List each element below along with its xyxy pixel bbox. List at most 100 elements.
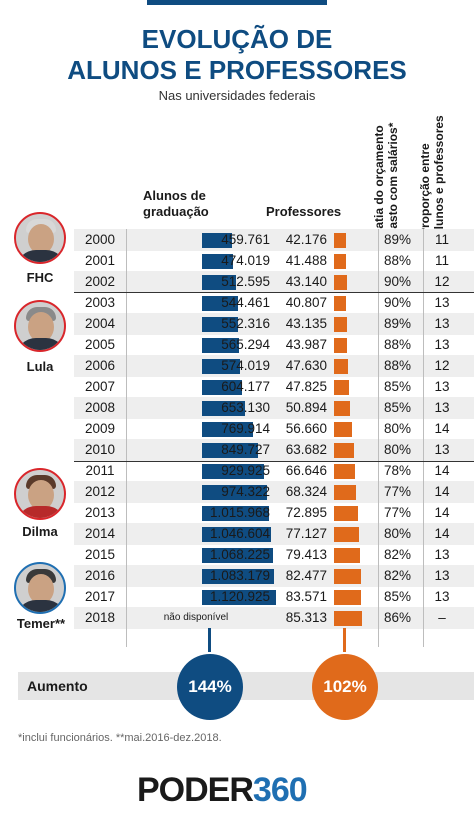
- teachers-bar: [334, 338, 347, 353]
- students-value: 512.595: [221, 274, 270, 289]
- teachers-bar: [334, 254, 346, 269]
- teachers-value: 47.825: [285, 379, 327, 394]
- students-value: 1.083.179: [209, 568, 270, 583]
- teachers-column-header: Professores: [266, 204, 342, 219]
- teachers-value: 40.807: [285, 295, 327, 310]
- ratio-column-header: Proporção entre alunos e professores: [418, 115, 446, 236]
- budget-share-value: 82%: [383, 568, 412, 583]
- teachers-bar: [334, 401, 350, 416]
- students-bar: [202, 401, 245, 416]
- column-divider: [126, 229, 127, 647]
- table-row: 2006 574.019 47.630 88% 12: [74, 355, 474, 377]
- year-cell: 2005: [84, 337, 116, 352]
- budget-share-value: 85%: [383, 400, 412, 415]
- year-cell: 2017: [84, 589, 116, 604]
- budget-share-value: 77%: [383, 505, 412, 520]
- table-row: 2017 1.120.925 83.571 85% 13: [74, 586, 474, 608]
- year-cell: 2014: [84, 526, 116, 541]
- teachers-bar: [334, 569, 361, 584]
- teachers-value: 72.895: [285, 505, 327, 520]
- year-cell: 2015: [84, 547, 116, 562]
- table-row: 2014 1.046.604 77.127 80% 14: [74, 523, 474, 545]
- budget-share-value: 85%: [383, 379, 412, 394]
- ratio-header-line-2: alunos e professores: [432, 115, 446, 236]
- students-value: 474.019: [221, 253, 270, 268]
- teachers-bar: [334, 317, 347, 332]
- teachers-value: 63.682: [285, 442, 327, 457]
- teachers-value: 42.176: [285, 232, 327, 247]
- year-cell: 2007: [84, 379, 116, 394]
- budget-share-value: 77%: [383, 484, 412, 499]
- students-bar: [202, 254, 233, 269]
- students-value: 604.177: [221, 379, 270, 394]
- students-value: 974.322: [221, 484, 270, 499]
- students-header-line-2: graduação: [143, 204, 209, 219]
- budget-header-line-1: Fatia do orçamento: [372, 125, 386, 236]
- ratio-value: 13: [434, 379, 450, 394]
- ratio-value: 13: [434, 568, 450, 583]
- table-row: 2015 1.068.225 79.413 82% 13: [74, 544, 474, 566]
- students-value: 1.068.225: [209, 547, 270, 562]
- budget-share-value: 88%: [383, 337, 412, 352]
- ratio-value: 13: [434, 442, 450, 457]
- teachers-value: 82.477: [285, 568, 327, 583]
- budget-header-line-2: gasto com salários*: [386, 122, 400, 236]
- teachers-bar: [334, 380, 349, 395]
- term-separator: [74, 461, 474, 462]
- table-row: 2012 974.322 68.324 77% 14: [74, 481, 474, 503]
- students-bar: [202, 422, 253, 437]
- budget-share-value: 88%: [383, 253, 412, 268]
- budget-share-value: 89%: [383, 232, 412, 247]
- logo-part-1: PODER: [137, 771, 254, 809]
- page-title: EVOLUÇÃO DE ALUNOS E PROFESSORES: [0, 24, 474, 86]
- teachers-value: 43.987: [285, 337, 327, 352]
- students-connector: [208, 628, 211, 652]
- table-row: 2005 565.294 43.987 88% 13: [74, 334, 474, 356]
- budget-column-header: Fatia do orçamento gasto com salários*: [372, 123, 400, 236]
- students-bar: [202, 590, 276, 605]
- students-bar: [202, 359, 240, 374]
- year-cell: 2003: [84, 295, 116, 310]
- students-value: 565.294: [221, 337, 270, 352]
- teachers-value: 50.894: [285, 400, 327, 415]
- president-portrait-icon: [14, 212, 66, 264]
- students-value: 653.130: [221, 400, 270, 415]
- teachers-bar: [334, 296, 346, 311]
- year-cell: 2018: [84, 610, 116, 625]
- table-row: 2004 552.316 43.135 89% 13: [74, 313, 474, 335]
- students-bar: [202, 548, 273, 563]
- ratio-value: 14: [434, 463, 450, 478]
- students-bar: [202, 569, 274, 584]
- footnote: *inclui funcionários. **mai.2016-dez.201…: [18, 732, 222, 744]
- table-row: 2000 459.761 42.176 89% 11: [74, 229, 474, 251]
- ratio-value: 13: [434, 337, 450, 352]
- table-row: 2016 1.083.179 82.477 82% 13: [74, 565, 474, 587]
- teachers-bar: [334, 233, 346, 248]
- teachers-value: 77.127: [285, 526, 327, 541]
- students-value: 1.015.968: [209, 505, 270, 520]
- ratio-value: 13: [434, 316, 450, 331]
- ratio-value: –: [438, 610, 446, 625]
- poder360-logo: PODER360: [137, 770, 308, 810]
- column-divider: [423, 229, 424, 647]
- budget-share-value: 80%: [383, 421, 412, 436]
- increase-bar: [18, 672, 474, 700]
- president-portrait-icon: [14, 562, 66, 614]
- teachers-value: 47.630: [285, 358, 327, 373]
- students-bar: [202, 317, 238, 332]
- top-accent-bar: [147, 0, 327, 5]
- year-cell: 2000: [84, 232, 116, 247]
- president-name: Lula: [26, 359, 54, 374]
- increase-label: Aumento: [27, 678, 88, 694]
- teachers-bar: [334, 548, 360, 563]
- ratio-value: 14: [434, 526, 450, 541]
- year-cell: 2012: [84, 484, 116, 499]
- students-value: 1.120.925: [209, 589, 270, 604]
- teachers-value: 43.135: [285, 316, 327, 331]
- table-row: 2003 544.461 40.807 90% 13: [74, 292, 474, 314]
- budget-share-value: 78%: [383, 463, 412, 478]
- table-row: 2010 849.727 63.682 80% 13: [74, 439, 474, 461]
- students-bar: [202, 464, 264, 479]
- ratio-value: 14: [434, 421, 450, 436]
- teachers-value: 56.660: [285, 421, 327, 436]
